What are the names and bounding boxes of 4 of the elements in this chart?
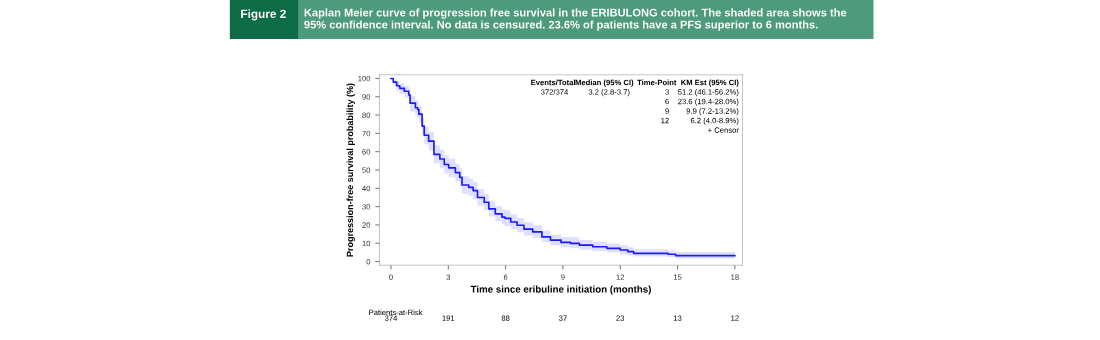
y-axis-title: Progression-free survival probability (%) (346, 83, 355, 257)
chart-subtitle: Kaplan Meier curve of progression free survival in the ERIBULONG cohort. The shaded area shows the 95% confidence interval. No data is censured. 23.6% of patients have a PFS superior to 6 months. (304, 8, 847, 31)
text: Figure 2 (241, 9, 286, 21)
x-axis-title: Time since eribuline initiation (months) (470, 285, 651, 295)
